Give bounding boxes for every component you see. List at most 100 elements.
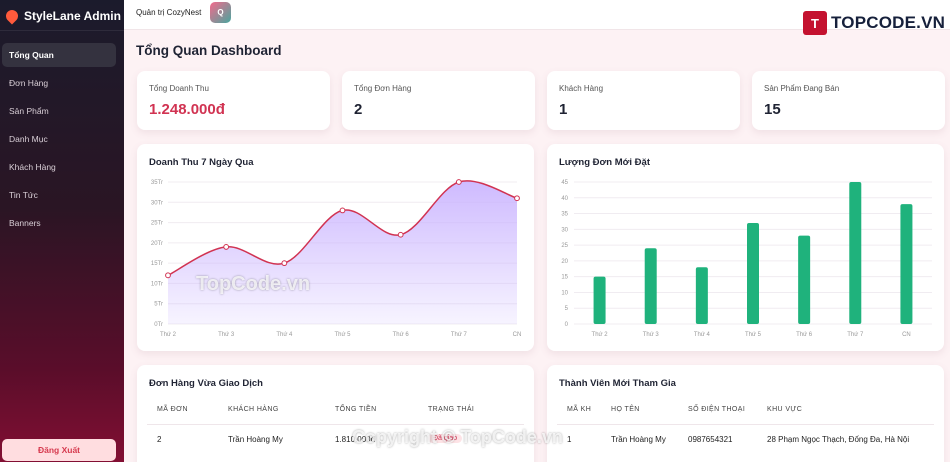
- y-tick-label: 30Tr: [151, 200, 163, 206]
- stat-value: 1: [559, 101, 568, 118]
- y-tick-label: 0: [565, 322, 569, 328]
- stat-card-customers: Khách Hàng 1: [547, 71, 740, 130]
- sidebar-item-label: Banners: [9, 218, 41, 228]
- y-tick-label: 15: [561, 275, 568, 281]
- table-header: MÃ ĐƠN KHÁCH HÀNG TỔNG TIỀN TRẠNG THÁI: [147, 397, 524, 425]
- revenue-chart-title: Doanh Thu 7 Ngày Qua: [149, 157, 254, 168]
- sidebar-item-tin-tuc[interactable]: Tin Tức: [2, 183, 116, 207]
- sidebar: StyleLane Admin Tổng Quan Đơn Hàng Sản P…: [0, 0, 124, 462]
- topcode-logo-text: TOPCODE.VN: [831, 13, 946, 32]
- sidebar-item-san-pham[interactable]: Sản Phẩm: [2, 99, 116, 123]
- column-header: KHU VỰC: [767, 406, 803, 413]
- y-tick-label: 25Tr: [151, 221, 163, 227]
- sidebar-divider: [0, 30, 124, 31]
- flame-icon: [3, 7, 21, 25]
- y-tick-label: 35Tr: [151, 180, 163, 186]
- order-id: 2: [157, 435, 162, 444]
- revenue-area: [168, 180, 517, 324]
- bar: [900, 204, 913, 324]
- sidebar-item-khach-hang[interactable]: Khách Hàng: [2, 155, 116, 179]
- new-members-card: Thành Viên Mới Tham Gia MÃ KH HỌ TÊN SỐ …: [547, 365, 944, 462]
- topbar-title: Quản trị CozyNest: [136, 8, 202, 17]
- sidebar-nav: Tổng Quan Đơn Hàng Sản Phẩm Danh Mục Khá…: [0, 43, 124, 239]
- order-total: 1.810.000đ: [335, 435, 376, 444]
- table-row[interactable]: 1 Trần Hoàng My 0987654321 28 Phạm Ngọc …: [557, 425, 934, 455]
- sidebar-item-danh-muc[interactable]: Danh Mục: [2, 127, 116, 151]
- y-tick-label: 15Tr: [151, 261, 163, 267]
- x-tick-label: Thứ 4: [694, 332, 711, 338]
- topcode-logo-icon: T: [803, 11, 827, 35]
- column-header: HỌ TÊN: [611, 406, 640, 413]
- x-tick-label: Thứ 5: [745, 332, 762, 338]
- y-tick-label: 20: [561, 259, 568, 265]
- status-cell: Đã giao: [428, 433, 463, 443]
- column-header: TRẠNG THÁI: [428, 406, 475, 413]
- new-members-title: Thành Viên Mới Tham Gia: [559, 378, 676, 389]
- data-point: [165, 272, 171, 279]
- member-id: 1: [567, 435, 572, 444]
- sidebar-item-label: Tin Tức: [9, 190, 38, 200]
- recent-orders-card: Đơn Hàng Vừa Giao Dịch MÃ ĐƠN KHÁCH HÀNG…: [137, 365, 534, 462]
- column-header: KHÁCH HÀNG: [228, 406, 279, 413]
- table-row[interactable]: 2 Trần Hoàng My 1.810.000đ Đã giao: [147, 425, 524, 455]
- stat-value: 1.248.000đ: [149, 101, 225, 118]
- stat-label: Sản Phẩm Đang Bán: [764, 84, 840, 93]
- brand-name: StyleLane Admin: [24, 9, 121, 23]
- data-point: [339, 207, 346, 214]
- orders-chart-title: Lượng Đơn Mới Đặt: [559, 157, 650, 168]
- sidebar-item-don-hang[interactable]: Đơn Hàng: [2, 71, 116, 95]
- x-tick-label: Thứ 5: [334, 332, 351, 338]
- topcode-watermark-logo: T TOPCODE.VN: [803, 11, 945, 35]
- x-tick-label: Thứ 4: [276, 332, 293, 338]
- x-tick-label: Thứ 3: [643, 332, 660, 338]
- sidebar-item-tong-quan[interactable]: Tổng Quan: [2, 43, 116, 67]
- column-header: TỔNG TIỀN: [335, 406, 377, 413]
- x-tick-label: Thứ 6: [393, 332, 410, 338]
- data-point: [514, 195, 520, 202]
- data-point: [281, 260, 288, 267]
- x-tick-label: Thứ 2: [160, 332, 177, 338]
- revenue-chart-card: Doanh Thu 7 Ngày Qua 0Tr 5Tr 10Tr 15Tr 20Tr 2…: [137, 144, 534, 351]
- x-tick-label: CN: [513, 332, 522, 338]
- y-tick-label: 45: [561, 180, 568, 186]
- sidebar-item-label: Tổng Quan: [9, 50, 54, 60]
- data-point: [397, 231, 404, 238]
- y-tick-label: 5: [565, 306, 569, 312]
- bar: [644, 248, 657, 324]
- avatar-letter: Q: [217, 8, 224, 17]
- sidebar-item-label: Khách Hàng: [9, 162, 56, 172]
- data-point: [223, 244, 230, 250]
- page-title: Tổng Quan Dashboard: [136, 43, 282, 58]
- y-tick-label: 10: [561, 290, 568, 296]
- y-tick-label: 5Tr: [154, 302, 163, 308]
- copyright-watermark: Copyright © TopCode.vn: [352, 427, 563, 447]
- brand[interactable]: StyleLane Admin: [0, 0, 124, 26]
- y-tick-label: 30: [561, 227, 568, 233]
- y-tick-label: 35: [561, 212, 568, 218]
- column-header: SỐ ĐIỆN THOẠI: [688, 406, 746, 413]
- center-watermark: TopCode.vn: [196, 273, 311, 295]
- status-badge: Đã giao: [428, 434, 463, 443]
- sidebar-item-banners[interactable]: Banners: [2, 211, 116, 235]
- bar: [747, 223, 759, 324]
- stat-card-revenue: Tổng Doanh Thu 1.248.000đ: [137, 71, 330, 130]
- stat-label: Tổng Đơn Hàng: [354, 84, 412, 93]
- y-tick-label: 10Tr: [151, 281, 163, 287]
- orders-chart: 0 5 10 15 20 25 30 35 40 45 Thứ 2 Thứ 3 Thứ 4 Thứ 5 Th…: [561, 180, 932, 338]
- y-tick-label: 0Tr: [154, 322, 163, 328]
- x-tick-label: Thứ 6: [796, 332, 813, 338]
- x-tick-label: Thứ 7: [451, 332, 468, 338]
- column-header: MÃ KH: [567, 406, 592, 413]
- bar: [593, 276, 606, 324]
- y-tick-label: 25: [561, 243, 568, 249]
- column-header: MÃ ĐƠN: [157, 406, 188, 413]
- sidebar-item-label: Danh Mục: [9, 134, 48, 144]
- x-tick-label: CN: [902, 332, 911, 338]
- stat-card-orders: Tổng Đơn Hàng 2: [342, 71, 535, 130]
- user-avatar-button[interactable]: Q: [210, 2, 231, 23]
- stat-value: 15: [764, 101, 781, 118]
- bar: [849, 182, 862, 324]
- y-tick-label: 40: [561, 196, 568, 202]
- bar: [798, 235, 811, 324]
- logout-button[interactable]: Đăng Xuất: [2, 439, 116, 461]
